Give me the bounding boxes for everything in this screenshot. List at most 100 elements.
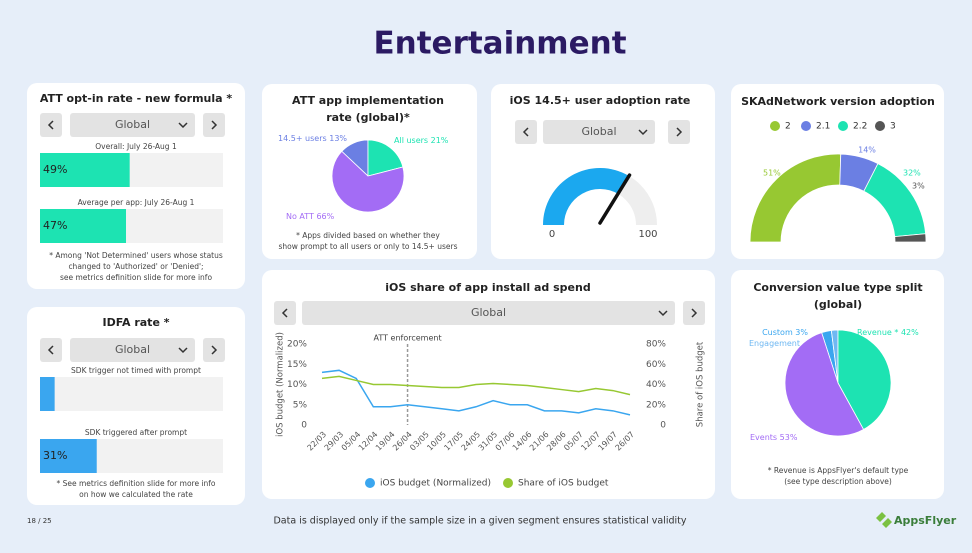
annotation: ATT enforcement <box>374 334 442 343</box>
legend-marker <box>365 478 375 488</box>
chart-title: iOS 14.5+ user adoption rate <box>510 94 691 107</box>
slice-label: No ATT 66% <box>286 212 335 221</box>
bar <box>40 439 97 473</box>
logo: AppsFlyer <box>894 514 957 527</box>
dropdown-label: Global <box>581 125 616 138</box>
dropdown-arrow-button[interactable] <box>274 301 296 325</box>
arrow-icon <box>281 308 288 318</box>
legend-label: 2 <box>785 122 791 132</box>
chevron-icon <box>638 129 648 136</box>
footnote: * Among 'Not Determined' users whose sta… <box>49 251 223 260</box>
bar <box>40 153 130 187</box>
footnote: on how we calculated the rate <box>79 490 193 499</box>
chevron-icon <box>178 122 188 129</box>
slice-value: 42% <box>901 328 919 337</box>
dropdown-label: Global <box>471 306 506 319</box>
legend-marker <box>838 121 848 131</box>
bar-label: SDK trigger not timed with prompt <box>71 366 201 375</box>
slice-category: All users <box>394 136 428 145</box>
gauge-fill <box>543 167 630 225</box>
legend-label: 2.2 <box>853 122 867 132</box>
chart-title: IDFA rate * <box>103 316 170 329</box>
legend-marker <box>801 121 811 131</box>
dropdown-arrow-button[interactable] <box>203 338 225 362</box>
arrow-icon <box>211 345 218 355</box>
arrow-icon <box>47 345 54 355</box>
y-tick-label: 20% <box>646 400 666 410</box>
bar-track <box>40 377 223 411</box>
segment-label: 14% <box>858 146 876 155</box>
dropdown-arrow-button[interactable] <box>668 120 690 144</box>
page-title: Entertainment <box>373 26 626 62</box>
chart-title: Conversion value type split <box>753 281 922 294</box>
legend-marker <box>875 121 885 131</box>
slice-label: All users 21% <box>394 136 449 145</box>
y-tick-label: 40% <box>646 380 666 390</box>
chart-title: SKAdNetwork version adoption <box>741 95 935 108</box>
slice-label: Revenue * 42% <box>857 328 919 337</box>
value-label: 47% <box>43 219 67 232</box>
arrow-icon <box>47 120 54 130</box>
dropdown-arrow-button[interactable] <box>515 120 537 144</box>
footnote: (see type description above) <box>784 477 892 486</box>
chevron-icon <box>658 310 668 317</box>
dropdown-arrow-button[interactable] <box>40 113 62 137</box>
dropdown-arrow-button[interactable] <box>683 301 705 325</box>
page-number: 18 / 25 <box>27 517 52 525</box>
slice-label: 14.5+ users 13% <box>278 134 347 143</box>
arrow-icon <box>522 127 529 137</box>
footnote: show prompt to all users or only to 14.5… <box>279 242 458 251</box>
slice-value: 3% <box>795 328 808 337</box>
chart-title: ATT opt-in rate - new formula * <box>40 92 233 105</box>
dropdown-arrow-button[interactable] <box>203 113 225 137</box>
dropdown-label: Global <box>115 343 150 356</box>
slice-category: 14.5+ users <box>278 134 327 143</box>
footnote: * Revenue is AppsFlyer's default type <box>768 466 909 475</box>
dropdown-arrow-button[interactable] <box>40 338 62 362</box>
bar-label: Average per app: July 26-Aug 1 <box>78 198 195 207</box>
gauge-tick-label: 0 <box>549 229 555 240</box>
slice-value: 66% <box>316 212 334 221</box>
line-series <box>321 375 631 396</box>
dropdown-label: Global <box>115 118 150 131</box>
y-tick-label: 20% <box>287 340 307 350</box>
pie-slice <box>837 329 892 430</box>
y-tick-label: 5% <box>293 400 308 410</box>
footer-note: Data is displayed only if the sample siz… <box>273 516 686 527</box>
logo-icon <box>876 512 892 528</box>
bar-label: SDK triggered after prompt <box>85 428 187 437</box>
slice-category: Events <box>750 433 777 442</box>
slice-label: Engagement <box>749 339 800 348</box>
segment-label: 51% <box>763 169 781 178</box>
chart-title: ATT app implementation <box>292 94 444 107</box>
pie-slice <box>367 139 404 177</box>
footnote: see metrics definition slide for more in… <box>60 273 212 282</box>
dropdown[interactable] <box>70 338 195 362</box>
slice-value: 13% <box>329 134 347 143</box>
chart-title: rate (global)* <box>326 111 410 124</box>
pie-slice <box>784 332 865 437</box>
arrow-icon <box>211 120 218 130</box>
legend-marker <box>503 478 513 488</box>
y-axis-title: iOS budget (Normalized) <box>276 332 286 437</box>
legend-marker <box>770 121 780 131</box>
legend-label: iOS budget (Normalized) <box>380 479 491 489</box>
bar-label: Overall: July 26-Aug 1 <box>95 142 177 151</box>
bar <box>40 209 127 243</box>
y-tick-label: 15% <box>287 360 307 370</box>
value-label: 31% <box>43 449 67 462</box>
chart-title: (global) <box>814 298 862 311</box>
gauge-tick-label: 100 <box>638 229 657 240</box>
arrow-icon <box>676 127 683 137</box>
chevron-icon <box>178 347 188 354</box>
slice-category: Revenue * <box>857 328 898 337</box>
slice-category: Engagement <box>749 339 800 348</box>
footnote: * Apps divided based on whether they <box>296 231 440 240</box>
dropdown[interactable] <box>543 120 655 144</box>
bar <box>40 377 55 411</box>
slice-label: Events 53% <box>750 433 798 442</box>
dropdown[interactable] <box>70 113 195 137</box>
dropdown[interactable] <box>302 301 675 325</box>
chart-title: iOS share of app install ad spend <box>385 281 590 294</box>
